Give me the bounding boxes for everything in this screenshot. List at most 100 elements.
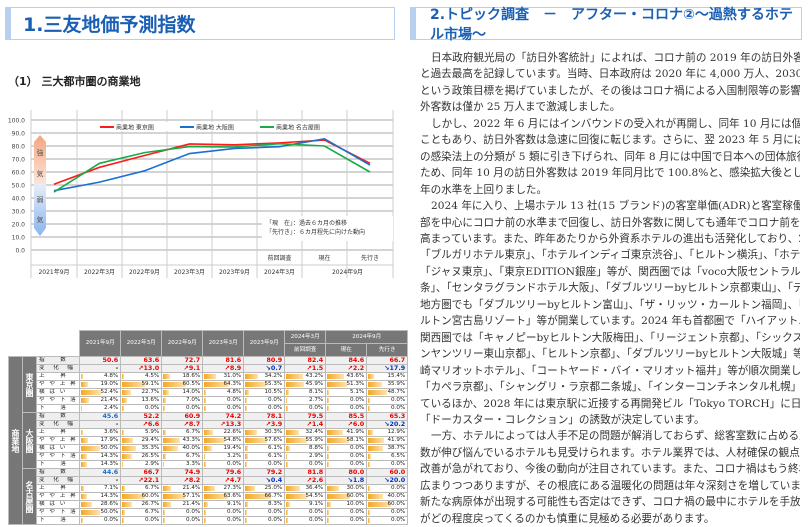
article-line: 外客数は僅か 25 万人まで激減しました。 [420,101,621,114]
percentage-bar [286,430,299,435]
percentage-bar [286,398,288,403]
change-value: ↗6.6 [120,420,163,429]
percentage-value: 10.5% [264,389,283,396]
percentage-value: 17.9% [100,437,119,444]
percentage-bar [163,518,165,523]
distribution-cell: 2.4% [79,404,122,413]
distribution-cell: 6.5% [366,452,409,461]
percentage-bar [122,454,133,459]
article-line: 条」、「センタラグランドホテル大阪」、「ダブルツリーbyヒルトン京都東山」、「デ… [420,282,800,295]
article-line: 高まっています。また、昨年あたりから外資系ホテルの進出も活発化しており、2023… [420,232,800,245]
percentage-bar [204,454,206,459]
percentage-value: 55.9% [305,437,324,444]
distribution-cell: 0.0% [202,516,245,525]
percentage-bar [327,486,339,491]
percentage-bar [204,462,206,467]
change-value: ↗6.0 [325,420,368,429]
change-value: ↗2.2 [325,364,368,373]
article-line: こともあり、訪日外客数は急速に回復に転じます。さらに、翌 2023 年 5 月に… [420,134,800,147]
row-label: 変 化 幅 [35,420,81,429]
percentage-value: 30.0% [346,485,365,492]
distribution-cell: 52.4% [79,388,122,397]
distribution-cell: 0.0% [325,452,368,461]
percentage-value: 3.2% [227,453,242,460]
percentage-value: 0.0% [268,517,283,524]
y-tick-label: 0.0 [15,248,25,255]
row-label: 上 昇 [35,372,81,381]
category-date-label: 2021年9月 [38,268,69,276]
table-row: や や 下 落 50.0% 6.7% 0.0% 0.0% 0.0% 0.0% 0.0% 0.0% [9,508,409,517]
index-value: 50.6 [79,356,122,365]
index-value: 66.7 [120,468,163,477]
percentage-bar [245,502,249,507]
distribution-cell: 58.1% [325,436,368,445]
y-tick-label: 30.0 [12,209,26,216]
percentage-bar [122,486,125,491]
percentage-value: 59.1% [141,381,160,388]
distribution-cell: 0.0% [161,508,204,517]
distribution-cell: 32.4% [284,428,327,437]
percentage-value: 12.9% [387,429,406,436]
distribution-cell: 0.0% [366,404,409,413]
table-row: 上 昇 4.8% 4.5% 18.6% 31.0% 34.2% 43.2% 43.6% 15.4… [9,372,409,381]
percentage-bar [286,494,307,499]
percentage-bar [368,430,374,435]
percentage-value: 41.9% [387,437,406,444]
distribution-cell: 7.0% [161,396,204,405]
distribution-cell: 55.3% [243,380,286,389]
percentage-bar [81,502,93,507]
percentage-value: 0.0% [268,405,283,412]
category-date-label: 2024年3月 [264,268,295,276]
index-value: 81.8 [284,468,327,477]
percentage-value: 60.5% [182,381,201,388]
row-label: や や 下 落 [35,396,81,405]
percentage-value: 0.0% [391,405,406,412]
index-value: 79.6 [202,468,245,477]
percentage-value: 2.4% [104,405,119,412]
percentage-bar [122,502,133,507]
change-value: ↗8.9 [202,364,245,373]
percentage-value: 50.0% [100,445,119,452]
table-row: 大阪圏指 数 45.6 52.2 60.9 74.2 78.1 79.5 85.5 65.3 [9,412,409,469]
distribution-cell: 48.7% [366,388,409,397]
distribution-cell: 0.0% [120,404,163,413]
distribution-cell: 30.3% [243,428,286,437]
percentage-bar [81,486,84,491]
index-value: 82.4 [284,356,327,365]
distribution-cell: 5.1% [325,388,368,397]
distribution-cell: 5.9% [120,428,163,437]
row-label: 下 落 [35,460,81,469]
distribution-cell: 0.0% [325,508,368,517]
percentage-value: 4.8% [227,389,242,396]
table-row: 変 化 幅 - ↗6.6 ↗8.7 ↗13.3 ↗3.9 ↗1.4 ↗6.0 ↘20.2 [9,420,409,429]
percentage-value: 0.0% [391,397,406,404]
region-label: 東京圏 [22,356,37,413]
percentage-bar [245,446,248,451]
distribution-cell: 0.0% [366,516,409,525]
distribution-cell: 43.3% [161,436,204,445]
percentage-value: 0.0% [145,405,160,412]
distribution-cell: 0.0% [120,516,163,525]
percentage-bar [245,518,247,523]
distribution-cell: 14.0% [161,388,204,397]
percentage-bar [368,374,375,379]
distribution-cell: 26.7% [120,500,163,509]
table-row: や や 上 昇 19.0% 59.1% 60.5% 64.3% 55.3% 45.9% 51.… [9,380,409,389]
percentage-bar [122,446,136,451]
change-value: ↗8.2 [161,476,204,485]
distribution-cell: 40.0% [366,492,409,501]
percentage-bar [163,438,180,443]
percentage-value: 2.9% [309,453,324,460]
category-top-label: 前回調査 [267,254,291,262]
percentage-bar [368,398,370,403]
legend-label: 商業地 大阪圏 [196,124,234,132]
percentage-value: 6.5% [391,453,406,460]
article-line: の感染法上の分類が 5 類に引き下げられ、同年 8 月には中国で日本への団体旅行… [420,150,800,163]
percentage-bar [81,454,87,459]
percentage-bar [204,438,226,443]
percentage-value: 0.0% [227,461,242,468]
percentage-value: 0.0% [391,517,406,524]
percentage-bar [327,462,329,467]
distribution-cell: 0.0% [202,404,245,413]
distribution-cell: 0.0% [366,484,409,493]
